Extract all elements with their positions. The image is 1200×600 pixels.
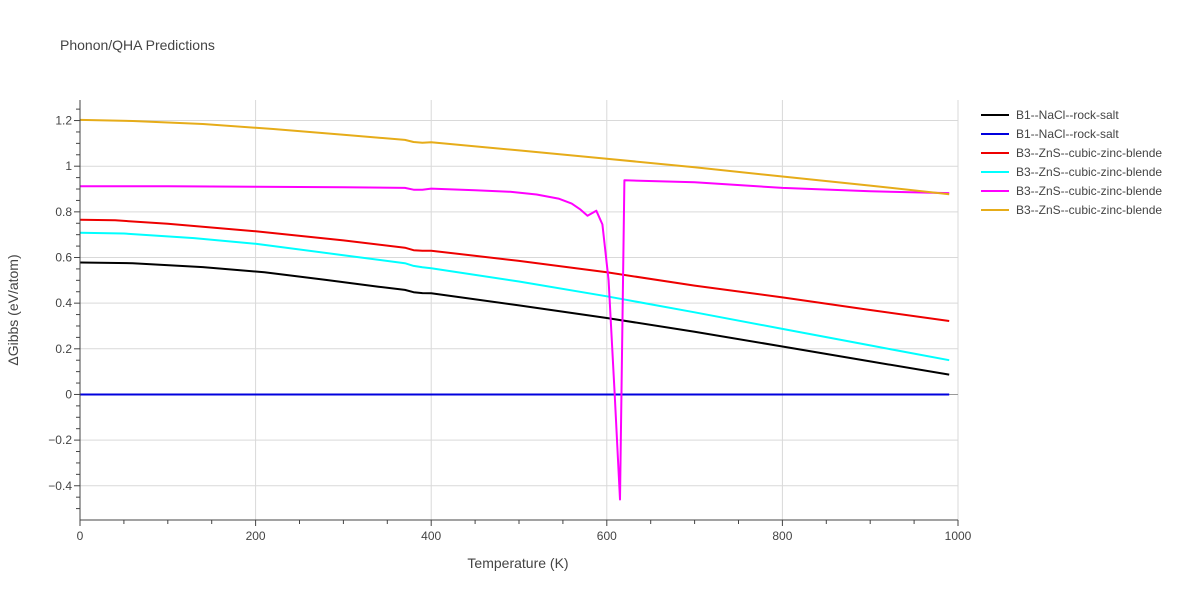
x-tick-label: 800 [772, 529, 792, 543]
axes [79, 100, 958, 521]
x-axis-title: Temperature (K) [467, 555, 568, 571]
y-tick-label: 0.8 [55, 205, 72, 219]
legend-label: B3--ZnS--cubic-zinc-blende [1016, 146, 1162, 160]
legend[interactable]: B1--NaCl--rock-salt B1--NaCl--rock-salt B3… [981, 108, 1162, 217]
y-tick-label: −0.2 [48, 433, 72, 447]
y-tick-label: 0.4 [55, 296, 72, 310]
legend-label: B1--NaCl--rock-salt [1016, 108, 1119, 122]
y-tick-label: −0.4 [48, 479, 72, 493]
x-tick-label: 0 [77, 529, 84, 543]
y-axis-title: ΔGibbs (eV/atom) [5, 254, 21, 365]
y-tick-label: 1.2 [55, 114, 72, 128]
legend-item-4[interactable]: B3--ZnS--cubic-zinc-blende [981, 165, 1162, 179]
y-tick-label: 0.6 [55, 251, 72, 265]
x-tick-label: 600 [597, 529, 617, 543]
series-line-1 [79, 261, 950, 376]
x-tick-label: 200 [246, 529, 266, 543]
series-line-6 [79, 118, 950, 196]
y-tick-label: 0.2 [55, 342, 72, 356]
y-tick-label: 0 [65, 387, 72, 401]
legend-item-3[interactable]: B3--ZnS--cubic-zinc-blende [981, 146, 1162, 160]
series-line-3 [79, 218, 950, 322]
legend-item-6[interactable]: B3--ZnS--cubic-zinc-blende [981, 203, 1162, 217]
legend-label: B3--ZnS--cubic-zinc-blende [1016, 165, 1162, 179]
legend-label: B3--ZnS--cubic-zinc-blende [1016, 184, 1162, 198]
y-tick-label: 1 [65, 159, 72, 173]
plot-series [79, 118, 950, 501]
x-tick-label: 1000 [945, 529, 972, 543]
series-line-5 [80, 179, 950, 501]
legend-label: B3--ZnS--cubic-zinc-blende [1016, 203, 1162, 217]
legend-item-5[interactable]: B3--ZnS--cubic-zinc-blende [981, 184, 1162, 198]
legend-item-2[interactable]: B1--NaCl--rock-salt [981, 127, 1119, 141]
legend-item-1[interactable]: B1--NaCl--rock-salt [981, 108, 1119, 122]
legend-label: B1--NaCl--rock-salt [1016, 127, 1119, 141]
y-axis-ticks: −0.4 −0.2 0 0.2 0.4 0.6 0.8 1 1.2 [48, 108, 80, 510]
series-line-4 [79, 231, 950, 362]
grid-lines [80, 100, 959, 520]
x-axis-ticks: 0 200 400 600 800 1000 [77, 520, 972, 543]
x-tick-label: 400 [421, 529, 441, 543]
chart-title: Phonon/QHA Predictions [60, 37, 215, 53]
